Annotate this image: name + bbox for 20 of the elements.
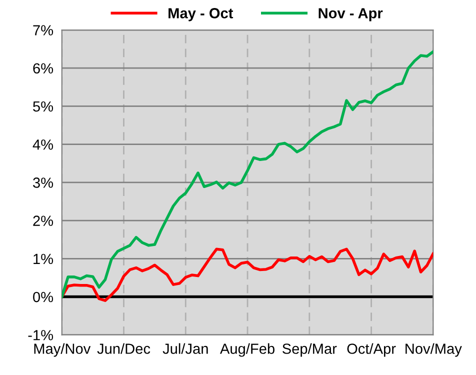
legend-label: Nov - Apr xyxy=(318,8,383,22)
y-tick-label: 2% xyxy=(33,216,54,226)
x-tick-label: Jul/Jan xyxy=(162,343,208,354)
y-tick-label: 6% xyxy=(33,63,54,74)
y-tick-label: 7% xyxy=(33,25,54,36)
y-tick-label: -1% xyxy=(28,330,54,340)
y-tick-label: 3% xyxy=(33,178,54,188)
y-tick-label: 5% xyxy=(33,101,54,112)
y-tick-label: 4% xyxy=(32,139,54,150)
x-tick-label: Aug/Feb xyxy=(220,343,274,357)
x-tick-label: Jun/Dec xyxy=(97,343,150,354)
x-tick-label: Nov/May xyxy=(406,343,462,357)
y-tick-label: 1% xyxy=(34,254,54,264)
x-tick-label: Oct/Apr xyxy=(347,343,396,357)
y-tick-label: 0% xyxy=(33,292,54,302)
x-tick-label: May/Nov xyxy=(34,343,91,357)
x-tick-label: Sep/Mar xyxy=(282,343,337,357)
legend-label: May - Oct xyxy=(168,8,234,22)
line-series xyxy=(62,50,434,298)
line-series xyxy=(62,248,434,302)
